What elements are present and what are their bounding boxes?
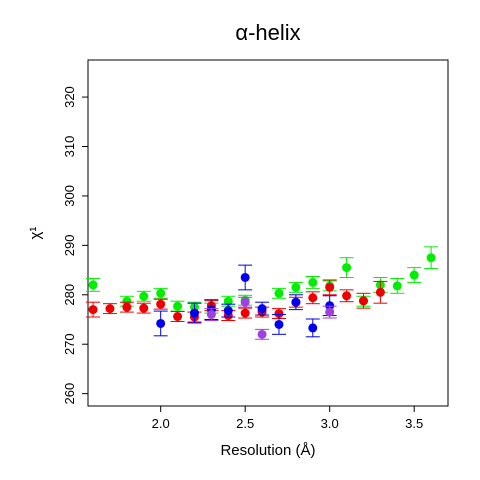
point-marker xyxy=(156,299,166,309)
data-point xyxy=(424,246,439,270)
point-marker xyxy=(308,293,318,303)
point-marker xyxy=(342,291,352,301)
data-point xyxy=(204,308,219,321)
point-marker xyxy=(88,305,98,315)
data-point xyxy=(255,301,270,316)
point-marker xyxy=(291,282,301,292)
data-point xyxy=(119,301,134,313)
data-point xyxy=(288,294,303,311)
point-marker xyxy=(156,288,166,298)
point-marker xyxy=(291,297,301,307)
point-marker xyxy=(173,312,183,322)
data-point xyxy=(153,287,168,299)
point-marker xyxy=(173,301,183,311)
data-point xyxy=(221,295,236,307)
point-marker xyxy=(223,306,233,316)
point-marker xyxy=(308,277,318,287)
data-point xyxy=(238,264,253,291)
point-marker xyxy=(342,263,352,273)
y-tick-label: 260 xyxy=(62,383,77,405)
point-marker xyxy=(240,297,250,307)
data-point xyxy=(153,298,168,310)
point-marker xyxy=(122,302,132,312)
plot-frame xyxy=(87,59,449,407)
point-marker xyxy=(189,308,199,318)
data-point xyxy=(356,292,371,309)
point-marker xyxy=(257,329,267,339)
data-point xyxy=(390,277,405,294)
point-marker xyxy=(358,296,368,306)
point-marker xyxy=(240,308,250,318)
y-tick-label: 270 xyxy=(62,333,77,355)
data-point xyxy=(322,305,337,319)
data-point xyxy=(288,281,303,293)
data-point xyxy=(305,275,320,289)
y-axis-label: χ¹ xyxy=(27,227,44,240)
point-marker xyxy=(156,318,166,328)
point-marker xyxy=(409,270,419,280)
data-point xyxy=(187,302,202,324)
data-point xyxy=(305,318,320,338)
point-marker xyxy=(274,319,284,329)
data-point xyxy=(305,291,320,305)
x-tick-label: 3.0 xyxy=(321,416,339,431)
data-point xyxy=(170,311,185,322)
point-marker xyxy=(240,272,250,282)
data-point xyxy=(170,300,185,312)
x-tick-label: 2.0 xyxy=(152,416,170,431)
x-axis: 2.0 2.5 3.0 3.5 xyxy=(152,406,423,431)
point-marker xyxy=(325,307,335,317)
x-tick-label: 3.5 xyxy=(405,416,423,431)
series-3 xyxy=(204,296,337,340)
point-marker xyxy=(139,303,149,313)
data-point xyxy=(322,279,337,296)
data-points xyxy=(86,246,439,340)
data-point xyxy=(86,277,101,292)
point-marker xyxy=(88,280,98,290)
y-tick-label: 310 xyxy=(62,136,77,158)
chart-title: α-helix xyxy=(235,20,300,45)
y-axis: 260 270 280 290 300 310 320 xyxy=(62,86,88,404)
x-tick-label: 2.5 xyxy=(236,416,254,431)
y-tick-label: 320 xyxy=(62,86,77,108)
point-marker xyxy=(223,296,233,306)
data-point xyxy=(255,328,270,340)
data-point xyxy=(136,290,151,302)
data-point xyxy=(373,280,388,304)
data-point xyxy=(153,310,168,337)
y-tick-label: 290 xyxy=(62,235,77,257)
data-point xyxy=(339,289,354,303)
point-marker xyxy=(375,287,385,297)
point-marker xyxy=(392,281,402,291)
data-point xyxy=(102,303,117,315)
data-point xyxy=(407,267,422,283)
data-point xyxy=(238,296,253,308)
point-marker xyxy=(139,291,149,301)
point-marker xyxy=(426,253,436,263)
point-marker xyxy=(325,282,335,292)
point-marker xyxy=(257,304,267,314)
point-marker xyxy=(274,309,284,319)
x-axis-label: Resolution (Å) xyxy=(220,442,315,459)
data-point xyxy=(339,257,354,278)
point-marker xyxy=(308,323,318,333)
data-point xyxy=(86,301,101,318)
data-point xyxy=(271,308,286,320)
point-marker xyxy=(206,310,216,320)
point-marker xyxy=(105,304,115,314)
data-point xyxy=(221,303,236,318)
data-point xyxy=(238,307,253,319)
data-point xyxy=(271,314,286,335)
point-marker xyxy=(274,288,284,298)
y-tick-label: 280 xyxy=(62,284,77,306)
data-point xyxy=(271,287,286,299)
y-tick-label: 300 xyxy=(62,185,77,207)
data-point xyxy=(136,302,151,314)
